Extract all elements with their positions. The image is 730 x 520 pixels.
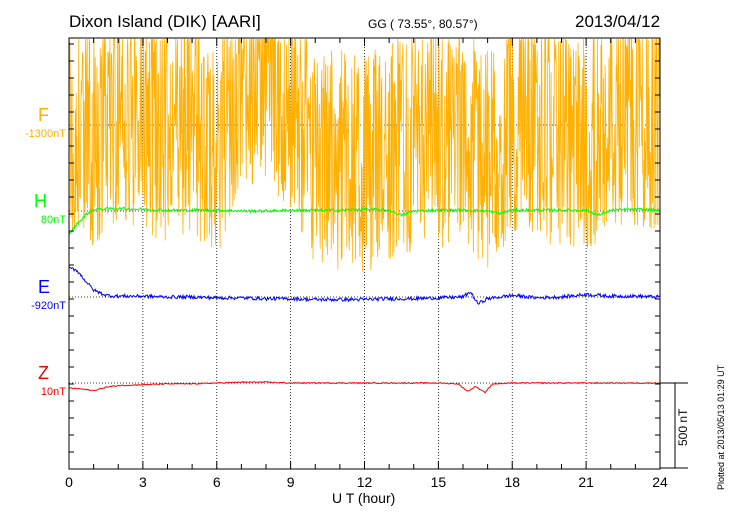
- x-tick-label: 15: [431, 474, 447, 490]
- baseline-value-E: -920nT: [31, 300, 66, 312]
- x-tick-label: 9: [287, 474, 295, 490]
- series-line-F: [68, 37, 661, 272]
- x-tick-label: 21: [578, 474, 594, 490]
- baseline-value-H: 80nT: [40, 214, 66, 226]
- scale-bar-label: 500 nT: [676, 408, 690, 446]
- x-tick-label: 0: [65, 474, 73, 490]
- station-title: Dixon Island (DIK) [AARI]: [69, 12, 261, 31]
- component-label-Z: Z: [38, 363, 49, 383]
- x-tick-label: 3: [139, 474, 147, 490]
- geographic-coordinates: GG ( 73.55°, 80.57°): [368, 17, 478, 31]
- component-label-E: E: [38, 277, 51, 297]
- x-tick-label: 18: [504, 474, 520, 490]
- plotted-timestamp: Plotted at 2013/05/13 01:29 UT: [716, 364, 726, 490]
- date-label: 2013/04/12: [575, 12, 661, 31]
- baseline-value-F: -1300nT: [25, 128, 66, 140]
- series-line-E: [68, 266, 661, 305]
- x-tick-label: 24: [652, 474, 668, 490]
- baseline-value-Z: 10nT: [40, 386, 66, 398]
- series-line-Z: [68, 381, 661, 394]
- x-tick-label: 12: [357, 474, 373, 490]
- x-axis-label: U T (hour): [332, 490, 396, 506]
- component-label-H: H: [34, 191, 47, 211]
- series-line-H: [68, 206, 661, 236]
- x-tick-label: 6: [213, 474, 221, 490]
- component-label-F: F: [38, 105, 49, 125]
